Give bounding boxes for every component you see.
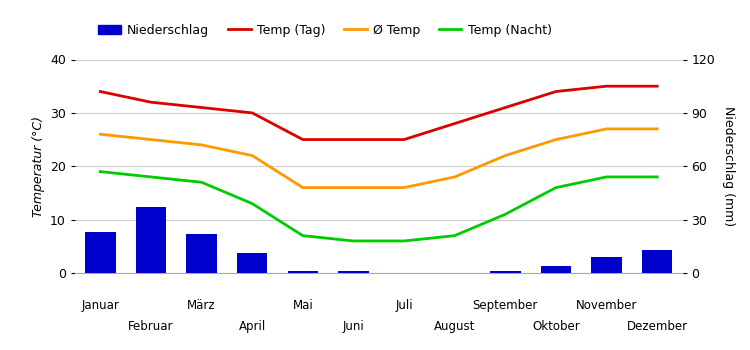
Text: Mai: Mai bbox=[292, 299, 314, 312]
Text: September: September bbox=[472, 299, 538, 312]
Bar bbox=[642, 250, 672, 273]
Text: Februar: Februar bbox=[128, 320, 174, 333]
Bar bbox=[237, 253, 267, 273]
Text: Dezember: Dezember bbox=[627, 320, 688, 333]
Text: November: November bbox=[576, 299, 638, 312]
Text: Januar: Januar bbox=[81, 299, 119, 312]
Bar bbox=[591, 257, 622, 273]
Text: August: August bbox=[434, 320, 476, 333]
Y-axis label: Niederschlag (mm): Niederschlag (mm) bbox=[722, 106, 735, 226]
Text: April: April bbox=[238, 320, 266, 333]
Bar bbox=[338, 271, 369, 273]
Legend: Niederschlag, Temp (Tag), Ø Temp, Temp (Nacht): Niederschlag, Temp (Tag), Ø Temp, Temp (… bbox=[94, 19, 556, 42]
Text: Juli: Juli bbox=[395, 299, 412, 312]
Text: Oktober: Oktober bbox=[532, 320, 580, 333]
Text: Juni: Juni bbox=[343, 320, 364, 333]
Bar bbox=[186, 234, 217, 273]
Y-axis label: Temperatur (°C): Temperatur (°C) bbox=[32, 116, 44, 217]
Bar bbox=[136, 207, 166, 273]
Bar bbox=[541, 266, 572, 273]
Bar bbox=[288, 271, 318, 273]
Bar bbox=[85, 232, 116, 273]
Text: März: März bbox=[188, 299, 216, 312]
Bar bbox=[490, 271, 520, 273]
